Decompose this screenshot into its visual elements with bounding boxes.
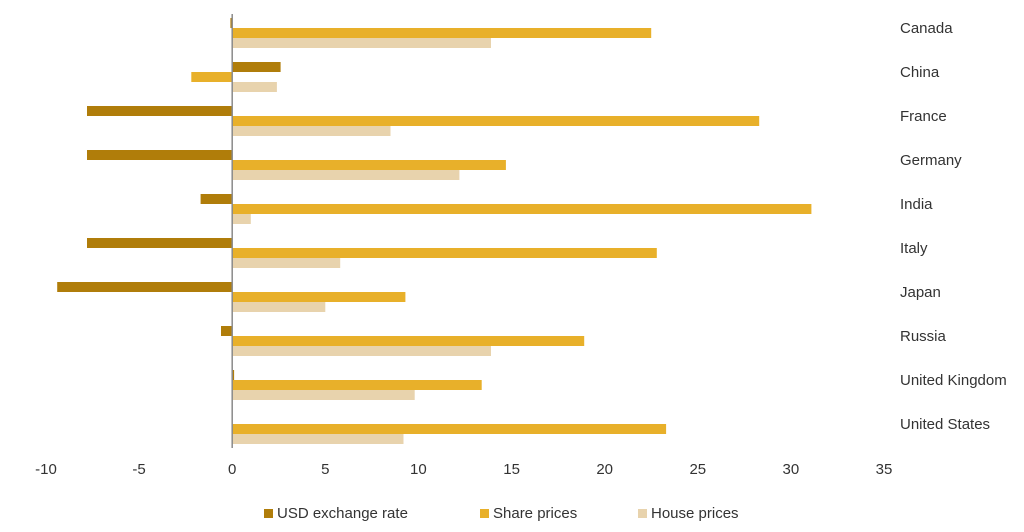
bar-united-states-share-prices xyxy=(232,424,667,434)
bar-united-kingdom-house-prices xyxy=(232,390,415,400)
bar-italy-house-prices xyxy=(232,258,341,268)
bar-china-share-prices xyxy=(191,72,233,82)
bar-canada-usd-exchange-rate xyxy=(230,18,233,28)
category-label-canada: Canada xyxy=(900,20,953,37)
bar-france-share-prices xyxy=(232,116,760,126)
bar-russia-usd-exchange-rate xyxy=(221,326,233,336)
bar-italy-share-prices xyxy=(232,248,657,258)
category-label-india: India xyxy=(900,196,933,213)
bar-russia-share-prices xyxy=(232,336,585,346)
bar-china-usd-exchange-rate xyxy=(232,62,281,72)
legend-label-share-prices: Share prices xyxy=(493,505,577,522)
bar-germany-usd-exchange-rate xyxy=(87,150,233,160)
legend-label-usd-exchange-rate: USD exchange rate xyxy=(277,505,408,522)
bar-china-house-prices xyxy=(232,82,277,92)
bar-japan-share-prices xyxy=(232,292,406,302)
legend-swatch-share-prices xyxy=(480,509,489,518)
bar-france-house-prices xyxy=(232,126,391,136)
x-tick-label: 30 xyxy=(783,461,800,478)
x-tick-label: -10 xyxy=(35,461,57,478)
bars-layer xyxy=(57,18,812,444)
bar-united-states-house-prices xyxy=(232,434,404,444)
bar-italy-usd-exchange-rate xyxy=(87,238,233,248)
category-label-japan: Japan xyxy=(900,284,941,301)
bar-canada-share-prices xyxy=(232,28,652,38)
bar-canada-house-prices xyxy=(232,38,491,48)
bar-germany-house-prices xyxy=(232,170,460,180)
category-label-france: France xyxy=(900,108,947,125)
category-label-china: China xyxy=(900,64,940,81)
x-tick-label: 10 xyxy=(410,461,427,478)
x-tick-label: 0 xyxy=(228,461,236,478)
x-tick-label: 5 xyxy=(321,461,329,478)
x-tick-label: -5 xyxy=(132,461,145,478)
category-label-united-states: United States xyxy=(900,416,990,433)
bar-russia-house-prices xyxy=(232,346,491,356)
bar-india-house-prices xyxy=(232,214,251,224)
x-tick-label: 25 xyxy=(689,461,706,478)
legend-swatch-usd-exchange-rate xyxy=(264,509,273,518)
category-label-germany: Germany xyxy=(900,152,962,169)
x-axis-tick-labels: -10 -5 0 5 10 15 20 25 30 35 xyxy=(35,461,892,478)
category-label-russia: Russia xyxy=(900,328,947,345)
legend: USD exchange rate Share prices House price… xyxy=(264,505,739,522)
x-tick-label: 35 xyxy=(876,461,893,478)
x-tick-label: 15 xyxy=(503,461,520,478)
bar-india-share-prices xyxy=(232,204,812,214)
bar-united-kingdom-usd-exchange-rate xyxy=(232,370,235,380)
x-tick-label: 20 xyxy=(596,461,613,478)
bar-japan-house-prices xyxy=(232,302,326,312)
legend-label-house-prices: House prices xyxy=(651,505,739,522)
category-label-italy: Italy xyxy=(900,240,928,257)
bar-germany-share-prices xyxy=(232,160,506,170)
category-labels: Canada China France Germany India Italy Japan R… xyxy=(900,20,1007,433)
bar-united-kingdom-share-prices xyxy=(232,380,482,390)
category-label-united-kingdom: United Kingdom xyxy=(900,372,1007,389)
bar-india-usd-exchange-rate xyxy=(200,194,233,204)
legend-swatch-house-prices xyxy=(638,509,647,518)
bar-france-usd-exchange-rate xyxy=(87,106,233,116)
bar-japan-usd-exchange-rate xyxy=(57,282,233,292)
